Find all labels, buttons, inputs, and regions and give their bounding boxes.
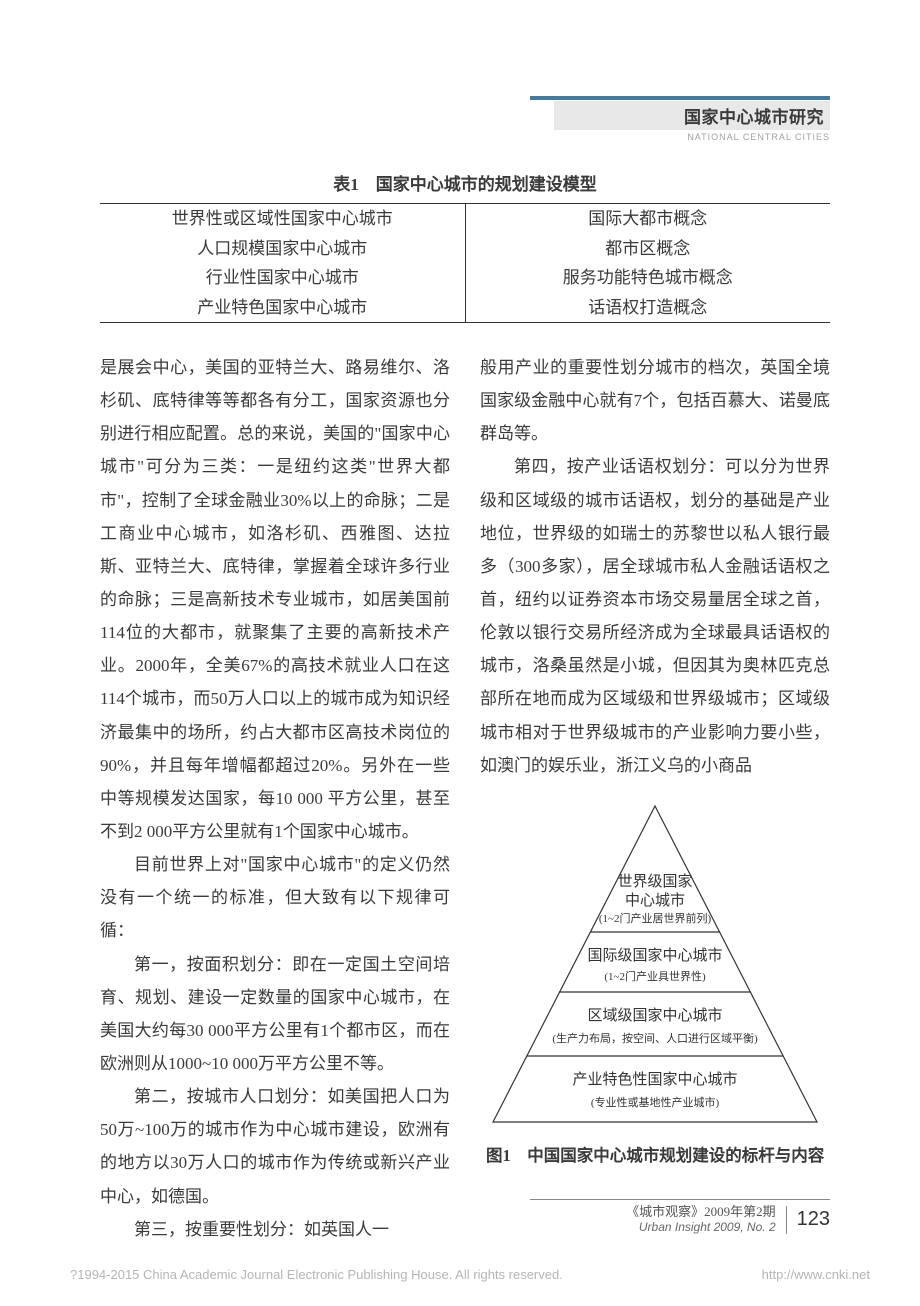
header-title-en: NATIONAL CENTRAL CITIES	[530, 132, 830, 142]
pyramid-level-sub: (生产力布局，按空间、人口进行区域平衡)	[552, 1031, 758, 1045]
table-cell: 世界性或区域性国家中心城市	[104, 206, 461, 232]
two-column-body: 是展会中心，美国的亚特兰大、路易维尔、洛杉矶、底特律等等都各有分工，国家资源也分…	[100, 351, 830, 1246]
table-cell: 行业性国家中心城市	[104, 265, 461, 291]
pyramid-level-title: 中心城市	[625, 892, 685, 909]
page-number: 123	[797, 1208, 830, 1231]
table-cell: 服务功能特色城市概念	[470, 265, 827, 291]
running-header: 国家中心城市研究 NATIONAL CENTRAL CITIES	[530, 96, 830, 142]
footer-separator	[786, 1206, 787, 1234]
body-paragraph: 是展会中心，美国的亚特兰大、路易维尔、洛杉矶、底特律等等都各有分工，国家资源也分…	[100, 351, 450, 848]
table-row: 产业特色国家中心城市 话语权打造概念	[100, 293, 830, 323]
figure1-caption: 图1 中国国家中心城市规划建设的标杆与内容	[530, 1140, 831, 1172]
table-cell: 话语权打造概念	[470, 295, 827, 321]
table1-caption: 表1 国家中心城市的规划建设模型	[100, 170, 830, 195]
right-column: 般用产业的重要性划分城市的档次，英国全境国家级金融中心就有7个，包括百慕大、诺曼…	[480, 351, 830, 1246]
table-cell: 国际大都市概念	[470, 206, 827, 232]
header-accent-bar	[530, 96, 830, 100]
body-paragraph: 般用产业的重要性划分城市的档次，英国全境国家级金融中心就有7个，包括百慕大、诺曼…	[480, 351, 830, 450]
pyramid-level-sub: (1~2门产业具世界性)	[604, 969, 706, 983]
journal-name-cn: 《城市观察》2009年第2期	[626, 1204, 776, 1221]
page-footer: 《城市观察》2009年第2期 Urban Insight 2009, No. 2…	[530, 1199, 830, 1236]
left-column: 是展会中心，美国的亚特兰大、路易维尔、洛杉矶、底特律等等都各有分工，国家资源也分…	[100, 351, 450, 1246]
body-paragraph: 目前世界上对"国家中心城市"的定义仍然没有一个统一的标准，但大致有以下规律可循：	[100, 848, 450, 947]
header-title-cn: 国家中心城市研究	[554, 101, 830, 130]
pyramid-level-title: 产业特色性国家中心城市	[572, 1071, 737, 1088]
pyramid-level-title: 区域级国家中心城市	[587, 1007, 722, 1024]
page: 国家中心城市研究 NATIONAL CENTRAL CITIES 表1 国家中心…	[0, 0, 920, 1246]
copyright-text: ?1994-2015 China Academic Journal Electr…	[70, 1267, 563, 1282]
table-cell: 产业特色国家中心城市	[104, 295, 461, 321]
table-row: 世界性或区域性国家中心城市 国际大都市概念	[100, 204, 830, 234]
table-cell: 都市区概念	[470, 236, 827, 262]
table-cell: 人口规模国家中心城市	[104, 236, 461, 262]
copyright-url: http://www.cnki.net	[762, 1267, 870, 1282]
pyramid-diagram: 世界级国家 中心城市 (1~2门产业居世界前列) 国际级国家中心城市 (1~2门…	[485, 800, 825, 1130]
figure1: 世界级国家 中心城市 (1~2门产业居世界前列) 国际级国家中心城市 (1~2门…	[480, 800, 830, 1172]
body-paragraph: 第一，按面积划分：即在一定国土空间培育、规划、建设一定数量的国家中心城市，在美国…	[100, 948, 450, 1081]
pyramid-level-title: 世界级国家	[617, 873, 692, 890]
table-row: 人口规模国家中心城市 都市区概念	[100, 234, 830, 264]
body-paragraph: 第四，按产业话语权划分：可以分为世界级和区域级的城市话语权，划分的基础是产业地位…	[480, 450, 830, 781]
table-row: 行业性国家中心城市 服务功能特色城市概念	[100, 263, 830, 293]
pyramid-level-sub: (专业性或基地性产业城市)	[591, 1095, 720, 1109]
pyramid-level-sub: (1~2门产业居世界前列)	[599, 911, 712, 925]
content-area: 表1 国家中心城市的规划建设模型 世界性或区域性国家中心城市 国际大都市概念 人…	[100, 170, 830, 1246]
journal-name-en: Urban Insight 2009, No. 2	[639, 1220, 776, 1234]
pyramid-level-title: 国际级国家中心城市	[587, 947, 722, 964]
body-paragraph: 第二，按城市人口划分：如美国把人口为50万~100万的城市作为中心城市建设，欧洲…	[100, 1080, 450, 1213]
copyright-line: ?1994-2015 China Academic Journal Electr…	[70, 1267, 870, 1282]
body-paragraph: 第三，按重要性划分：如英国人一	[100, 1213, 450, 1246]
footer-rule	[530, 1199, 830, 1200]
table1: 世界性或区域性国家中心城市 国际大都市概念 人口规模国家中心城市 都市区概念 行…	[100, 203, 830, 323]
